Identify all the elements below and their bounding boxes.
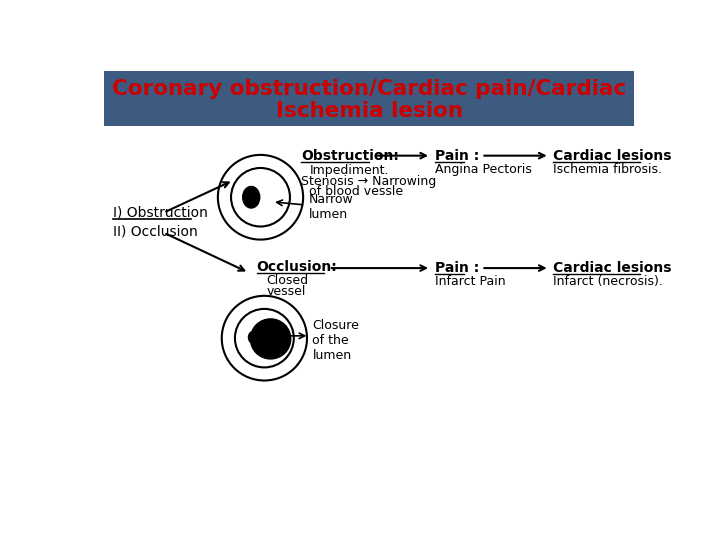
Text: Infarct Pain: Infarct Pain	[435, 275, 505, 288]
Text: Closed: Closed	[266, 274, 309, 287]
Circle shape	[235, 309, 294, 367]
Circle shape	[231, 168, 290, 226]
Text: Occlusion:: Occlusion:	[256, 260, 338, 274]
Text: Narrow
lumen: Narrow lumen	[309, 193, 354, 221]
Text: II) Occlusion: II) Occlusion	[113, 224, 198, 238]
Text: Ischemia lesion: Ischemia lesion	[276, 101, 462, 121]
Text: Cardiac lesions: Cardiac lesions	[553, 261, 671, 275]
FancyBboxPatch shape	[104, 71, 634, 126]
Text: Impediment.: Impediment.	[310, 164, 389, 177]
Circle shape	[251, 319, 291, 359]
Text: Coronary obstruction/Cardiac pain/Cardiac: Coronary obstruction/Cardiac pain/Cardia…	[112, 79, 626, 99]
Text: Closure
of the
lumen: Closure of the lumen	[312, 319, 359, 362]
Text: of blood vessle: of blood vessle	[310, 185, 403, 198]
Text: Cardiac lesions: Cardiac lesions	[553, 148, 671, 163]
Ellipse shape	[248, 332, 257, 343]
Text: Infarct (necrosis).: Infarct (necrosis).	[553, 275, 662, 288]
Text: Pain :: Pain :	[435, 148, 479, 163]
Text: vessel: vessel	[266, 285, 306, 298]
Text: Ischemia fibrosis.: Ischemia fibrosis.	[553, 163, 662, 176]
Text: Angina Pectoris: Angina Pectoris	[435, 163, 532, 176]
Text: I) Obstruction: I) Obstruction	[113, 206, 208, 220]
Text: Stenosis → Narrowing: Stenosis → Narrowing	[301, 174, 436, 187]
Ellipse shape	[243, 186, 260, 208]
Text: Obstruction:: Obstruction:	[301, 148, 399, 163]
Text: Pain :: Pain :	[435, 261, 479, 275]
